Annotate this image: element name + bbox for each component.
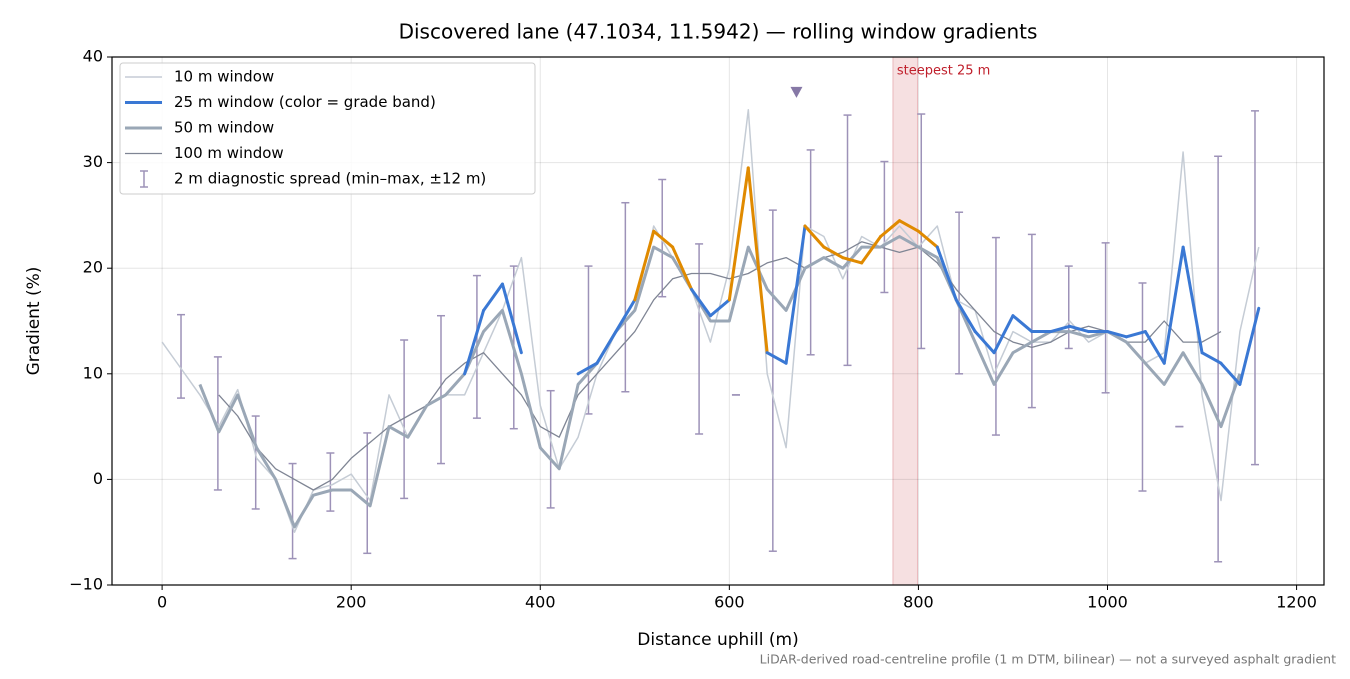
line-segment — [954, 298, 977, 334]
line-segment — [898, 219, 920, 233]
line-segment — [992, 314, 1015, 355]
line-segment — [1049, 324, 1072, 334]
line-segment — [708, 298, 731, 318]
line-segment — [652, 229, 675, 249]
x-axis-label: Distance uphill (m) — [637, 630, 798, 650]
line-segment — [1011, 314, 1034, 334]
plot-frame — [111, 56, 1325, 586]
line-segment — [746, 166, 769, 355]
line-segment — [973, 330, 996, 355]
legend: 10 m window 25 m window (color = grade ba… — [119, 62, 536, 195]
legend-box — [119, 62, 536, 195]
line-segment — [576, 361, 599, 376]
chart-title: Discovered lane (47.1034, 11.5942) — rol… — [399, 20, 1038, 44]
y-tick-label: 40 — [83, 47, 103, 66]
x-tick-label: 200 — [336, 593, 367, 612]
line-segment — [1200, 351, 1223, 365]
line-segment — [784, 224, 807, 365]
y-tick-label: 20 — [83, 258, 103, 277]
line-segment — [671, 245, 694, 291]
x-tick-label: 0 — [157, 593, 167, 612]
line-segment — [879, 219, 902, 239]
line — [218, 241, 1222, 491]
legend-label: 100 m window — [174, 144, 284, 162]
line-segment — [482, 282, 504, 312]
line-segment — [803, 224, 826, 249]
line-segment — [727, 166, 750, 302]
y-axis-label: Gradient (%) — [24, 267, 44, 376]
line-segment — [1162, 245, 1185, 365]
line-segment — [916, 229, 939, 249]
x-tick-label: 600 — [714, 593, 745, 612]
line-segment — [1124, 330, 1147, 339]
highlight-span — [892, 56, 918, 586]
x-tick-label: 800 — [903, 593, 934, 612]
line-segment — [463, 308, 486, 376]
line-segment — [1068, 324, 1091, 334]
legend-label: 25 m window (color = grade band) — [174, 93, 436, 111]
span-label: steepest 25 m — [897, 64, 990, 79]
line-segment — [595, 330, 618, 365]
line-segment — [1219, 361, 1242, 386]
line-segment — [614, 298, 637, 334]
peak-marker — [790, 86, 803, 98]
line-segment — [935, 245, 958, 302]
line-segment — [1181, 245, 1204, 355]
y-tick-label: 10 — [83, 363, 103, 382]
y-tick-label: −10 — [69, 575, 103, 594]
line-segment — [500, 282, 523, 355]
x-tick-label: 400 — [525, 593, 556, 612]
line-segment — [765, 351, 788, 365]
x-tick-label: 1200 — [1276, 593, 1317, 612]
legend-label: 10 m window — [174, 68, 274, 86]
line-segment — [860, 235, 883, 265]
legend-label: 2 m diagnostic spread (min–max, ±12 m) — [174, 170, 486, 188]
line-segment — [1238, 306, 1261, 386]
legend-label: 50 m window — [174, 119, 274, 137]
y-tick-label: 0 — [93, 469, 103, 488]
line — [198, 235, 1242, 529]
line-segment — [633, 229, 656, 302]
footnote: LiDAR-derived road-centreline profile (1… — [760, 652, 1336, 667]
line-segment — [841, 256, 864, 265]
line-segment — [1106, 330, 1128, 339]
line-segment — [822, 245, 845, 260]
line-segment — [1143, 330, 1166, 365]
line-segment — [690, 287, 712, 318]
x-tick-label: 1000 — [1087, 593, 1128, 612]
y-tick-label: 30 — [83, 152, 103, 171]
